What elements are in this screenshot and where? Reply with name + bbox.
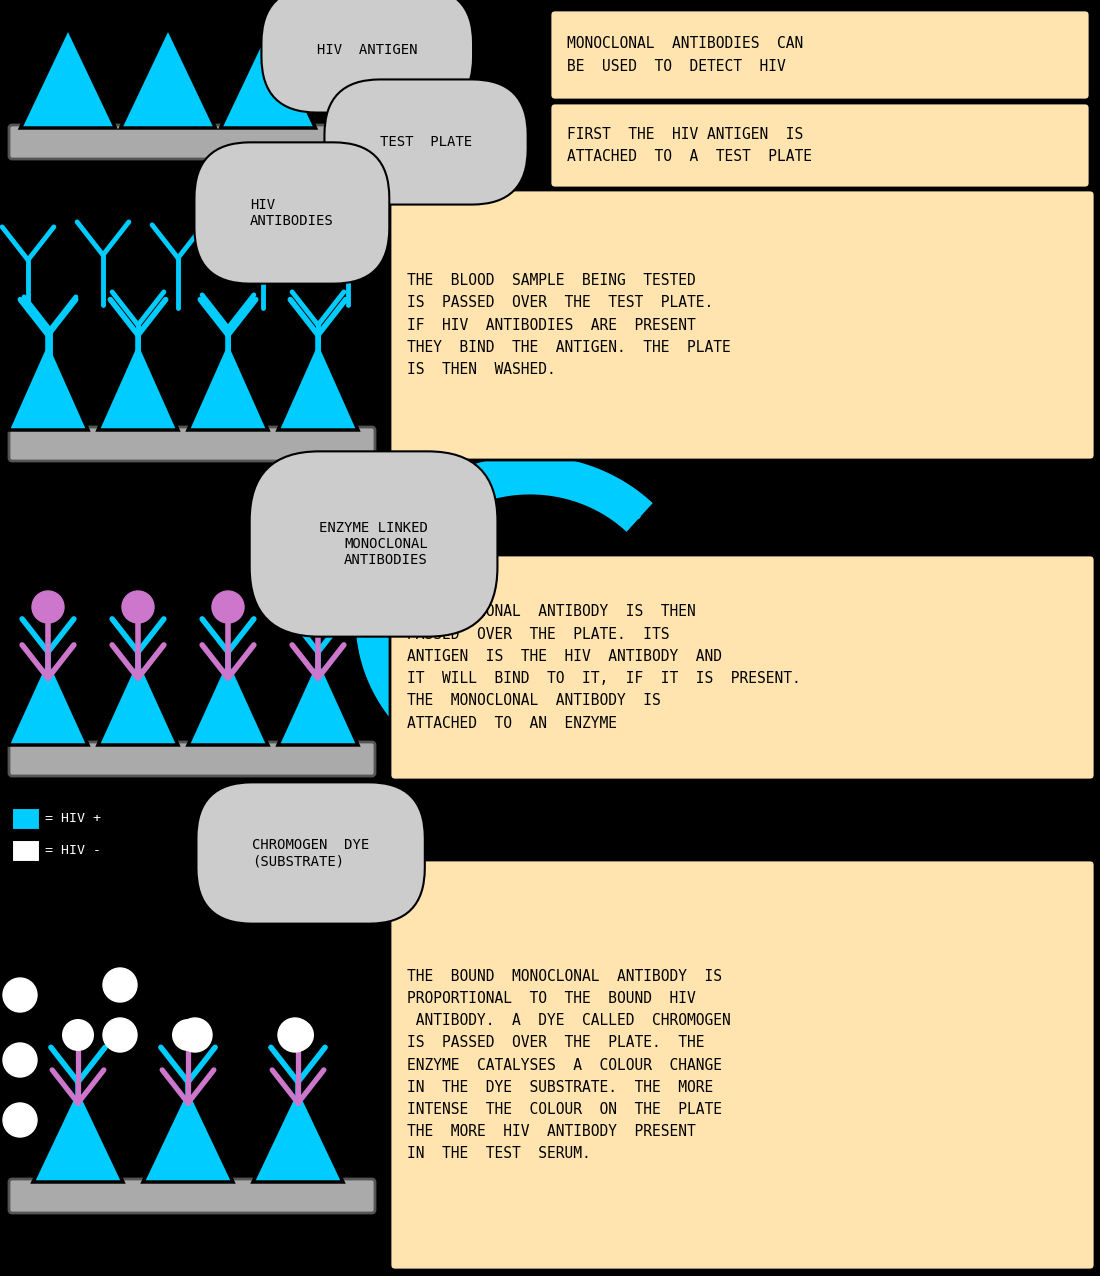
Circle shape — [103, 968, 138, 1002]
Circle shape — [278, 1018, 312, 1051]
FancyBboxPatch shape — [12, 840, 40, 863]
Polygon shape — [8, 339, 88, 430]
Polygon shape — [98, 339, 178, 430]
Polygon shape — [220, 28, 316, 128]
Polygon shape — [278, 657, 358, 745]
Circle shape — [3, 977, 37, 1012]
FancyBboxPatch shape — [390, 190, 1094, 461]
Text: = HIV +: = HIV + — [45, 813, 101, 826]
Circle shape — [212, 591, 244, 623]
Polygon shape — [253, 1087, 343, 1182]
FancyBboxPatch shape — [9, 125, 375, 160]
Circle shape — [62, 1020, 94, 1051]
Circle shape — [3, 1102, 37, 1137]
Polygon shape — [188, 339, 268, 430]
Text: HIV  ANTIGEN: HIV ANTIGEN — [317, 43, 418, 57]
Text: THE  BLOOD  SAMPLE  BEING  TESTED
IS  PASSED  OVER  THE  TEST  PLATE.
IF  HIV  A: THE BLOOD SAMPLE BEING TESTED IS PASSED … — [407, 273, 730, 376]
Circle shape — [3, 1042, 37, 1077]
Text: MONOCLONAL  ANTIBODIES  CAN
BE  USED  TO  DETECT  HIV: MONOCLONAL ANTIBODIES CAN BE USED TO DET… — [566, 37, 803, 74]
Circle shape — [172, 1020, 204, 1051]
Circle shape — [282, 1020, 314, 1051]
Circle shape — [122, 591, 154, 623]
FancyBboxPatch shape — [390, 860, 1094, 1270]
Circle shape — [434, 538, 446, 549]
FancyBboxPatch shape — [390, 555, 1094, 780]
Text: A  MONOCLONAL  ANTIBODY  IS  THEN
PASSED  OVER  THE  PLATE.  ITS
ANTIGEN  IS  TH: A MONOCLONAL ANTIBODY IS THEN PASSED OVE… — [407, 605, 801, 730]
Polygon shape — [21, 28, 116, 128]
Circle shape — [302, 591, 334, 623]
Text: THE  BOUND  MONOCLONAL  ANTIBODY  IS
PROPORTIONAL  TO  THE  BOUND  HIV
 ANTIBODY: THE BOUND MONOCLONAL ANTIBODY IS PROPORT… — [407, 968, 730, 1161]
Text: FIRST  THE  HIV ANTIGEN  IS
ATTACHED  TO  A  TEST  PLATE: FIRST THE HIV ANTIGEN IS ATTACHED TO A T… — [566, 126, 812, 165]
FancyBboxPatch shape — [9, 427, 375, 461]
FancyBboxPatch shape — [9, 743, 375, 776]
Polygon shape — [278, 339, 358, 430]
Polygon shape — [143, 1087, 233, 1182]
Text: HIV
ANTIBODIES: HIV ANTIBODIES — [250, 198, 333, 228]
Polygon shape — [188, 657, 268, 745]
Circle shape — [103, 1018, 138, 1051]
Text: CHROMOGEN  DYE
(SUBSTRATE): CHROMOGEN DYE (SUBSTRATE) — [252, 838, 370, 868]
Polygon shape — [33, 1087, 123, 1182]
FancyBboxPatch shape — [550, 103, 1090, 188]
Text: = HIV -: = HIV - — [45, 845, 101, 857]
Polygon shape — [98, 657, 178, 745]
Circle shape — [235, 849, 245, 857]
FancyBboxPatch shape — [12, 808, 40, 829]
Polygon shape — [121, 28, 216, 128]
Circle shape — [32, 591, 64, 623]
Text: ENZYME LINKED
MONOCLONAL
ANTIBODIES: ENZYME LINKED MONOCLONAL ANTIBODIES — [319, 521, 428, 568]
Text: TEST  PLATE: TEST PLATE — [379, 135, 472, 149]
Circle shape — [178, 1018, 212, 1051]
Polygon shape — [8, 657, 88, 745]
FancyBboxPatch shape — [550, 10, 1090, 100]
Circle shape — [297, 45, 307, 55]
Circle shape — [360, 137, 370, 147]
Circle shape — [233, 208, 243, 218]
FancyBboxPatch shape — [9, 1179, 375, 1213]
